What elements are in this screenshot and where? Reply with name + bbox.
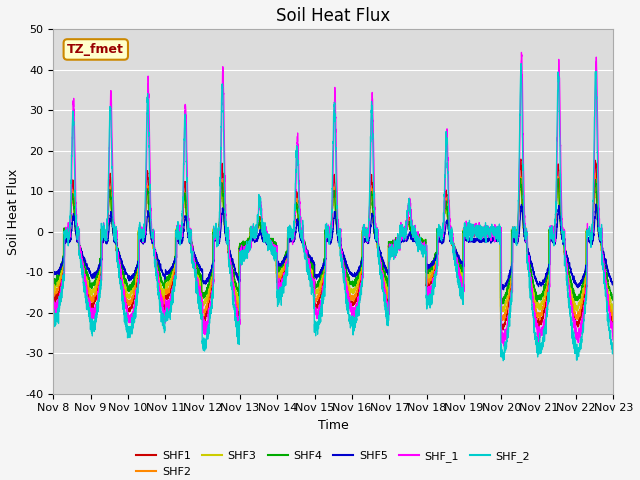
SHF_1 [312, 313, 320, 319]
SHF3 [49, 284, 57, 290]
SHF5 [150, 235, 158, 241]
SHF1 [609, 318, 617, 324]
SHF4 [499, 301, 506, 307]
SHF3 [312, 288, 320, 294]
SHF_1 [500, 343, 508, 349]
SHF5 [609, 280, 617, 286]
SHF_1 [49, 301, 57, 307]
SHF5 [428, 262, 436, 268]
SHF2 [150, 248, 158, 254]
SHF_2 [428, 288, 436, 294]
SHF5 [49, 270, 57, 276]
Line: SHF2: SHF2 [53, 174, 613, 321]
SHF2 [609, 311, 616, 317]
SHF1 [150, 247, 158, 253]
SHF_1 [150, 236, 158, 242]
SHF1 [428, 276, 436, 281]
SHF2 [491, 229, 499, 235]
SHF2 [609, 318, 617, 324]
Line: SHF5: SHF5 [53, 204, 613, 290]
SHF_2 [150, 252, 158, 257]
SHF5 [500, 287, 508, 293]
SHF_1 [609, 327, 617, 333]
SHF1 [499, 327, 507, 333]
SHF_2 [459, 299, 467, 305]
SHF4 [459, 267, 467, 273]
Line: SHF_2: SHF_2 [53, 63, 613, 361]
SHF3 [150, 246, 158, 252]
SHF2 [459, 278, 467, 284]
SHF3 [609, 309, 617, 314]
SHF5 [592, 201, 600, 207]
SHF2 [312, 298, 320, 304]
SHF1 [491, 229, 499, 235]
SHF2 [428, 274, 436, 280]
SHF_2 [517, 60, 525, 66]
SHF4 [517, 176, 525, 181]
Legend: SHF1, SHF2, SHF3, SHF4, SHF5, SHF_1, SHF_2: SHF1, SHF2, SHF3, SHF4, SHF5, SHF_1, SHF… [132, 446, 534, 480]
SHF4 [609, 297, 617, 303]
Title: Soil Heat Flux: Soil Heat Flux [276, 7, 390, 25]
SHF_2 [312, 322, 320, 327]
SHF_2 [609, 348, 617, 353]
Line: SHF1: SHF1 [53, 159, 613, 330]
SHF2 [591, 171, 599, 177]
SHF3 [591, 180, 599, 186]
SHF_1 [428, 283, 436, 289]
SHF_1 [491, 239, 499, 244]
SHF3 [428, 268, 436, 274]
SHF3 [497, 310, 505, 316]
SHF_1 [518, 49, 525, 55]
Line: SHF4: SHF4 [53, 179, 613, 304]
SHF5 [459, 262, 467, 268]
Line: SHF_1: SHF_1 [53, 52, 613, 346]
SHF1 [609, 318, 617, 324]
Y-axis label: Soil Heat Flux: Soil Heat Flux [7, 168, 20, 254]
SHF2 [609, 310, 617, 316]
SHF4 [49, 277, 57, 283]
SHF1 [517, 156, 525, 162]
SHF2 [49, 289, 57, 295]
Text: TZ_fmet: TZ_fmet [67, 43, 124, 56]
SHF4 [609, 297, 617, 302]
SHF5 [312, 276, 320, 282]
SHF_2 [609, 347, 617, 352]
SHF3 [459, 273, 467, 278]
SHF4 [491, 226, 499, 231]
SHF1 [459, 281, 467, 287]
SHF_2 [491, 225, 499, 231]
SHF4 [428, 264, 436, 269]
SHF5 [491, 238, 499, 244]
SHF1 [49, 297, 57, 302]
SHF3 [491, 229, 499, 235]
SHF4 [312, 282, 320, 288]
SHF1 [312, 302, 320, 308]
SHF4 [150, 243, 158, 249]
SHF_2 [49, 322, 57, 327]
SHF_2 [499, 358, 507, 364]
SHF_1 [609, 333, 617, 339]
SHF_1 [459, 286, 467, 292]
X-axis label: Time: Time [318, 419, 349, 432]
Line: SHF3: SHF3 [53, 183, 613, 313]
SHF5 [609, 283, 617, 288]
SHF3 [609, 308, 617, 313]
